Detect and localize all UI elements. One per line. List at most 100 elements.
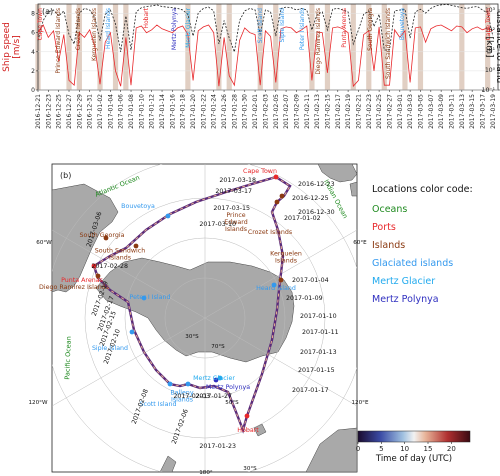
place-label: Heard Island (256, 285, 296, 292)
location-annotation: South Georgia (367, 8, 374, 51)
colorbar-label: Time of day (UTC) (375, 454, 452, 464)
left-y-tick-label: 2 (31, 68, 35, 75)
x-tick-label: 2017-01-08 (128, 94, 135, 129)
ocean-label: Pacific Ocean (63, 336, 73, 380)
place-marker (273, 174, 279, 180)
x-tick-label: 2017-02-07 (283, 94, 290, 129)
place-label: Crozet Islands (248, 229, 292, 236)
place-label: Scott Island (140, 401, 177, 408)
graticule-label: 120°E (351, 400, 368, 406)
location-annotation: Siple Island (279, 8, 286, 43)
graticule-label: 70°S (211, 344, 225, 350)
location-annotation: Heard Islands (105, 8, 112, 49)
colorbar-tick-label: 10 (400, 445, 409, 453)
x-tick-label: 2017-01-14 (159, 94, 166, 129)
place-marker (278, 277, 284, 283)
x-tick-label: 2017-03-15 (469, 94, 476, 129)
x-tick-label: 2017-01-24 (211, 94, 218, 129)
port-call-band (226, 4, 232, 90)
x-tick-label: 2016-12-29 (76, 94, 83, 129)
x-tick-label: 2017-01-10 (138, 94, 145, 129)
place-marker (165, 213, 171, 219)
place-marker (279, 193, 285, 199)
x-tick-label: 2017-02-03 (262, 94, 269, 129)
colorbar-tick-label: 5 (379, 445, 383, 453)
x-tick-label: 2017-02-05 (273, 94, 280, 129)
port-call-band (216, 4, 222, 90)
gridlines (38, 13, 498, 91)
route-date-label: 2017-01-09 (286, 295, 323, 302)
graticule-label: 30°S (243, 466, 257, 472)
axis-label-line: [km] (484, 36, 494, 57)
route-date-label: 2016-12-30 (298, 209, 335, 216)
x-tick-label: 2016-12-23 (45, 94, 52, 129)
x-tick-label: 2016-12-27 (66, 94, 73, 129)
x-tick-label: 2017-01-06 (118, 94, 125, 129)
ship-speed-line (37, 24, 493, 88)
x-tick-label: 2017-01-04 (107, 94, 114, 129)
route-date-label: 2017-01-27 (195, 393, 232, 400)
location-annotation: Punta Arenas (341, 8, 348, 48)
graticule-label: 180° (199, 470, 213, 476)
place-label: Diego Ramirez Islands (39, 284, 109, 291)
place-marker (217, 375, 223, 381)
colorbar-tick-label: 15 (424, 445, 433, 453)
legend-item: Islands (372, 240, 405, 251)
place-marker (103, 235, 109, 241)
x-tick-label: 2017-01-28 (231, 94, 238, 129)
x-tick-label: 2017-03-17 (480, 94, 487, 129)
x-tick-label: 2017-02-25 (376, 94, 383, 129)
route-date-label: 2017-01-10 (300, 313, 337, 320)
route-date-label: 2017-03-15 (213, 205, 250, 212)
location-annotation: Hobart (143, 7, 150, 28)
place-marker (167, 381, 173, 387)
x-tick-label: 2017-03-07 (428, 94, 435, 129)
australia-land (305, 427, 357, 472)
x-tick-label: 2016-12-21 (35, 94, 42, 129)
place-marker (129, 329, 135, 335)
right-y-tick-label: 10⁻¹ (482, 87, 496, 94)
port-call-band (309, 4, 315, 90)
legend-item: Mertz Glacier (372, 276, 435, 287)
x-tick-label: 2016-12-25 (56, 94, 63, 129)
x-tick-label: 2017-02-27 (387, 94, 394, 129)
left-y-ticks: 0 2 4 6 8 (31, 11, 38, 94)
x-tick-label: 2017-03-05 (418, 94, 425, 129)
place-marker (133, 243, 139, 249)
route-date-label: 2016-12-25 (292, 195, 329, 202)
route-date-label: 2017-01-15 (298, 367, 335, 374)
port-call-band (76, 4, 82, 90)
axis-label-line: distance to land (494, 11, 500, 83)
place-marker (95, 273, 101, 279)
route-date-label: 2016-12-23 (298, 181, 335, 188)
place-label: Bouvetoya (121, 203, 155, 210)
graticule-label: 60°W (36, 240, 52, 246)
place-marker (274, 199, 280, 205)
port-call-band (402, 4, 408, 90)
south-america-land (52, 183, 119, 293)
location-annotation: South Sandwich Islands (385, 8, 392, 79)
meridians (52, 164, 357, 472)
location-annotation: Diego Ramirez Islands (315, 8, 322, 75)
tasmania-land (253, 423, 267, 437)
port-call-band (350, 4, 356, 90)
port-call-band (459, 4, 465, 90)
x-tick-label: 2017-03-09 (438, 94, 445, 129)
left-y-axis-label: Ship speed[m/s] (2, 22, 22, 72)
route-date-label: 2017-01-17 (292, 387, 329, 394)
port-call-band (273, 4, 279, 90)
location-annotation: Bouvetoya (399, 8, 406, 40)
x-tick-label: 2017-02-19 (345, 94, 352, 129)
place-marker (141, 295, 147, 301)
left-y-tick-label: 6 (31, 30, 35, 37)
location-annotation: Cape Town (485, 8, 492, 40)
left-y-tick-label: 8 (31, 11, 35, 18)
new-zealand-land (159, 455, 177, 472)
place-marker (244, 413, 250, 419)
place-marker (185, 381, 191, 387)
x-tick-label: 2017-01-18 (180, 94, 187, 129)
place-marker (91, 263, 97, 269)
x-tick-label: 2017-02-11 (304, 94, 311, 129)
port-call-band (257, 4, 263, 90)
x-tick-label: 2017-02-13 (314, 94, 321, 129)
